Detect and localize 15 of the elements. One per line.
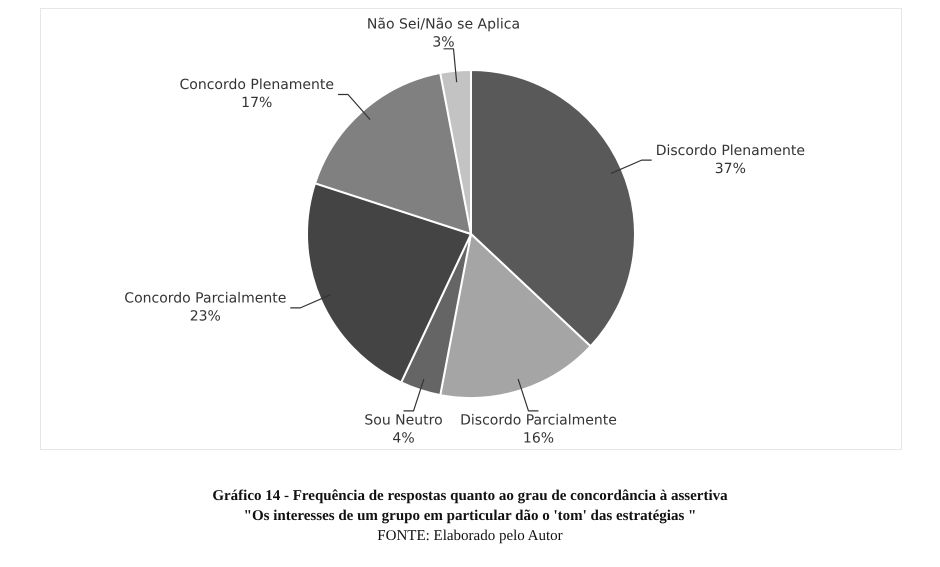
text: Gráfico 14 - Frequência de respostas quanto ao grau de concordância à assertiva [211, 488, 729, 505]
slice-label: Sou Neutro [364, 412, 443, 429]
slice-label: Não Sei/Não se Aplica [366, 16, 520, 32]
data-label: 16% [522, 430, 554, 447]
data-label: 37% [714, 160, 746, 177]
source-note: FONTE: Elaborado pelo Autor [376, 528, 564, 545]
data-label: 3% [432, 34, 455, 50]
data-label: 23% [190, 308, 221, 325]
slice-label: Concordo Parcialmente [124, 290, 286, 307]
data-label: 17% [241, 95, 272, 112]
text: "Os interesses de um grupo em particular dão o 'tom' das estratégias " [242, 508, 698, 525]
data-label: 4% [392, 430, 415, 447]
slice-label: Discordo Plenamente [656, 142, 805, 159]
slice-label: Concordo Plenamente [179, 77, 334, 94]
slice-label: Discordo Parcialmente [460, 412, 617, 429]
